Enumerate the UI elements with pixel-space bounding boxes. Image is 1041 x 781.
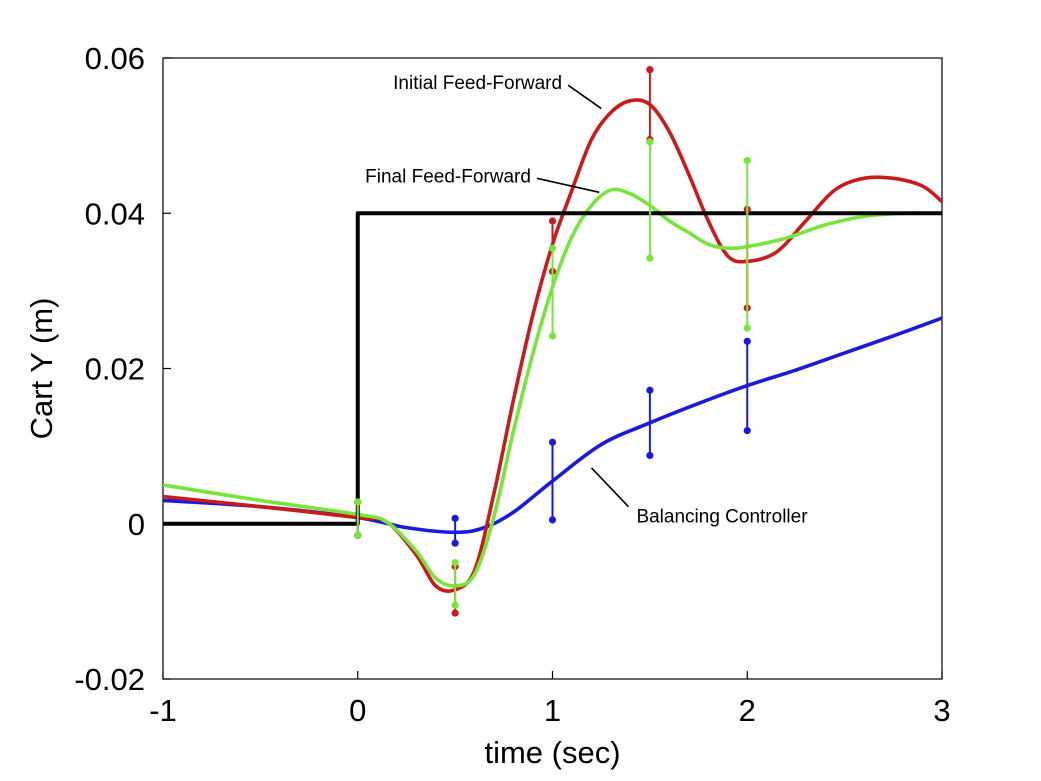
y-axis: -0.02 0 0.02 0.04 0.06 [74, 41, 171, 697]
y-tick-label: 0.02 [85, 352, 145, 387]
y-tick-label: 0.06 [85, 41, 145, 76]
x-tick-label: 0 [349, 693, 366, 728]
y-axis-label: Cart Y (m) [24, 298, 59, 440]
error-bar-final-ff [451, 558, 459, 609]
y-tick-label: -0.02 [74, 662, 145, 697]
plot-area: Initial Feed-Forward Final Feed-Forward Ba… [162, 57, 944, 680]
axes-frame [162, 57, 943, 680]
y-tick-label: 0.04 [85, 196, 145, 231]
error-bar-final-ff [354, 498, 362, 539]
x-axis-label: time (sec) [484, 735, 620, 770]
annotation-label-balancing: Balancing Controller [636, 507, 808, 528]
error-bar-balancing [743, 337, 751, 435]
annotation-leader-line [536, 177, 600, 194]
x-tick-label: 2 [739, 693, 756, 728]
annotation-leader-line [590, 467, 630, 508]
x-tick-label: 3 [933, 693, 950, 728]
annotation-layer: Initial Feed-Forward Final Feed-Forward Ba… [365, 73, 808, 528]
error-bar-final-ff [646, 138, 654, 262]
x-tick-label: 1 [544, 693, 561, 728]
error-bar-balancing [451, 514, 459, 547]
series-line-initial-ff [162, 98, 944, 593]
annotation-label-final-ff: Final Feed-Forward [365, 166, 531, 187]
annotation-leader-line [567, 84, 602, 110]
error-bar-layer [354, 66, 751, 617]
error-bar-final-ff [743, 156, 751, 332]
error-bar-balancing [646, 386, 654, 460]
annotation-label-initial-ff: Initial Feed-Forward [393, 73, 562, 94]
y-tick-label: 0 [128, 507, 145, 542]
error-bar-final-ff [548, 244, 557, 340]
x-tick-label: -1 [149, 693, 177, 728]
error-bar-balancing [548, 438, 557, 524]
x-axis: -1 0 1 2 3 [149, 671, 951, 728]
